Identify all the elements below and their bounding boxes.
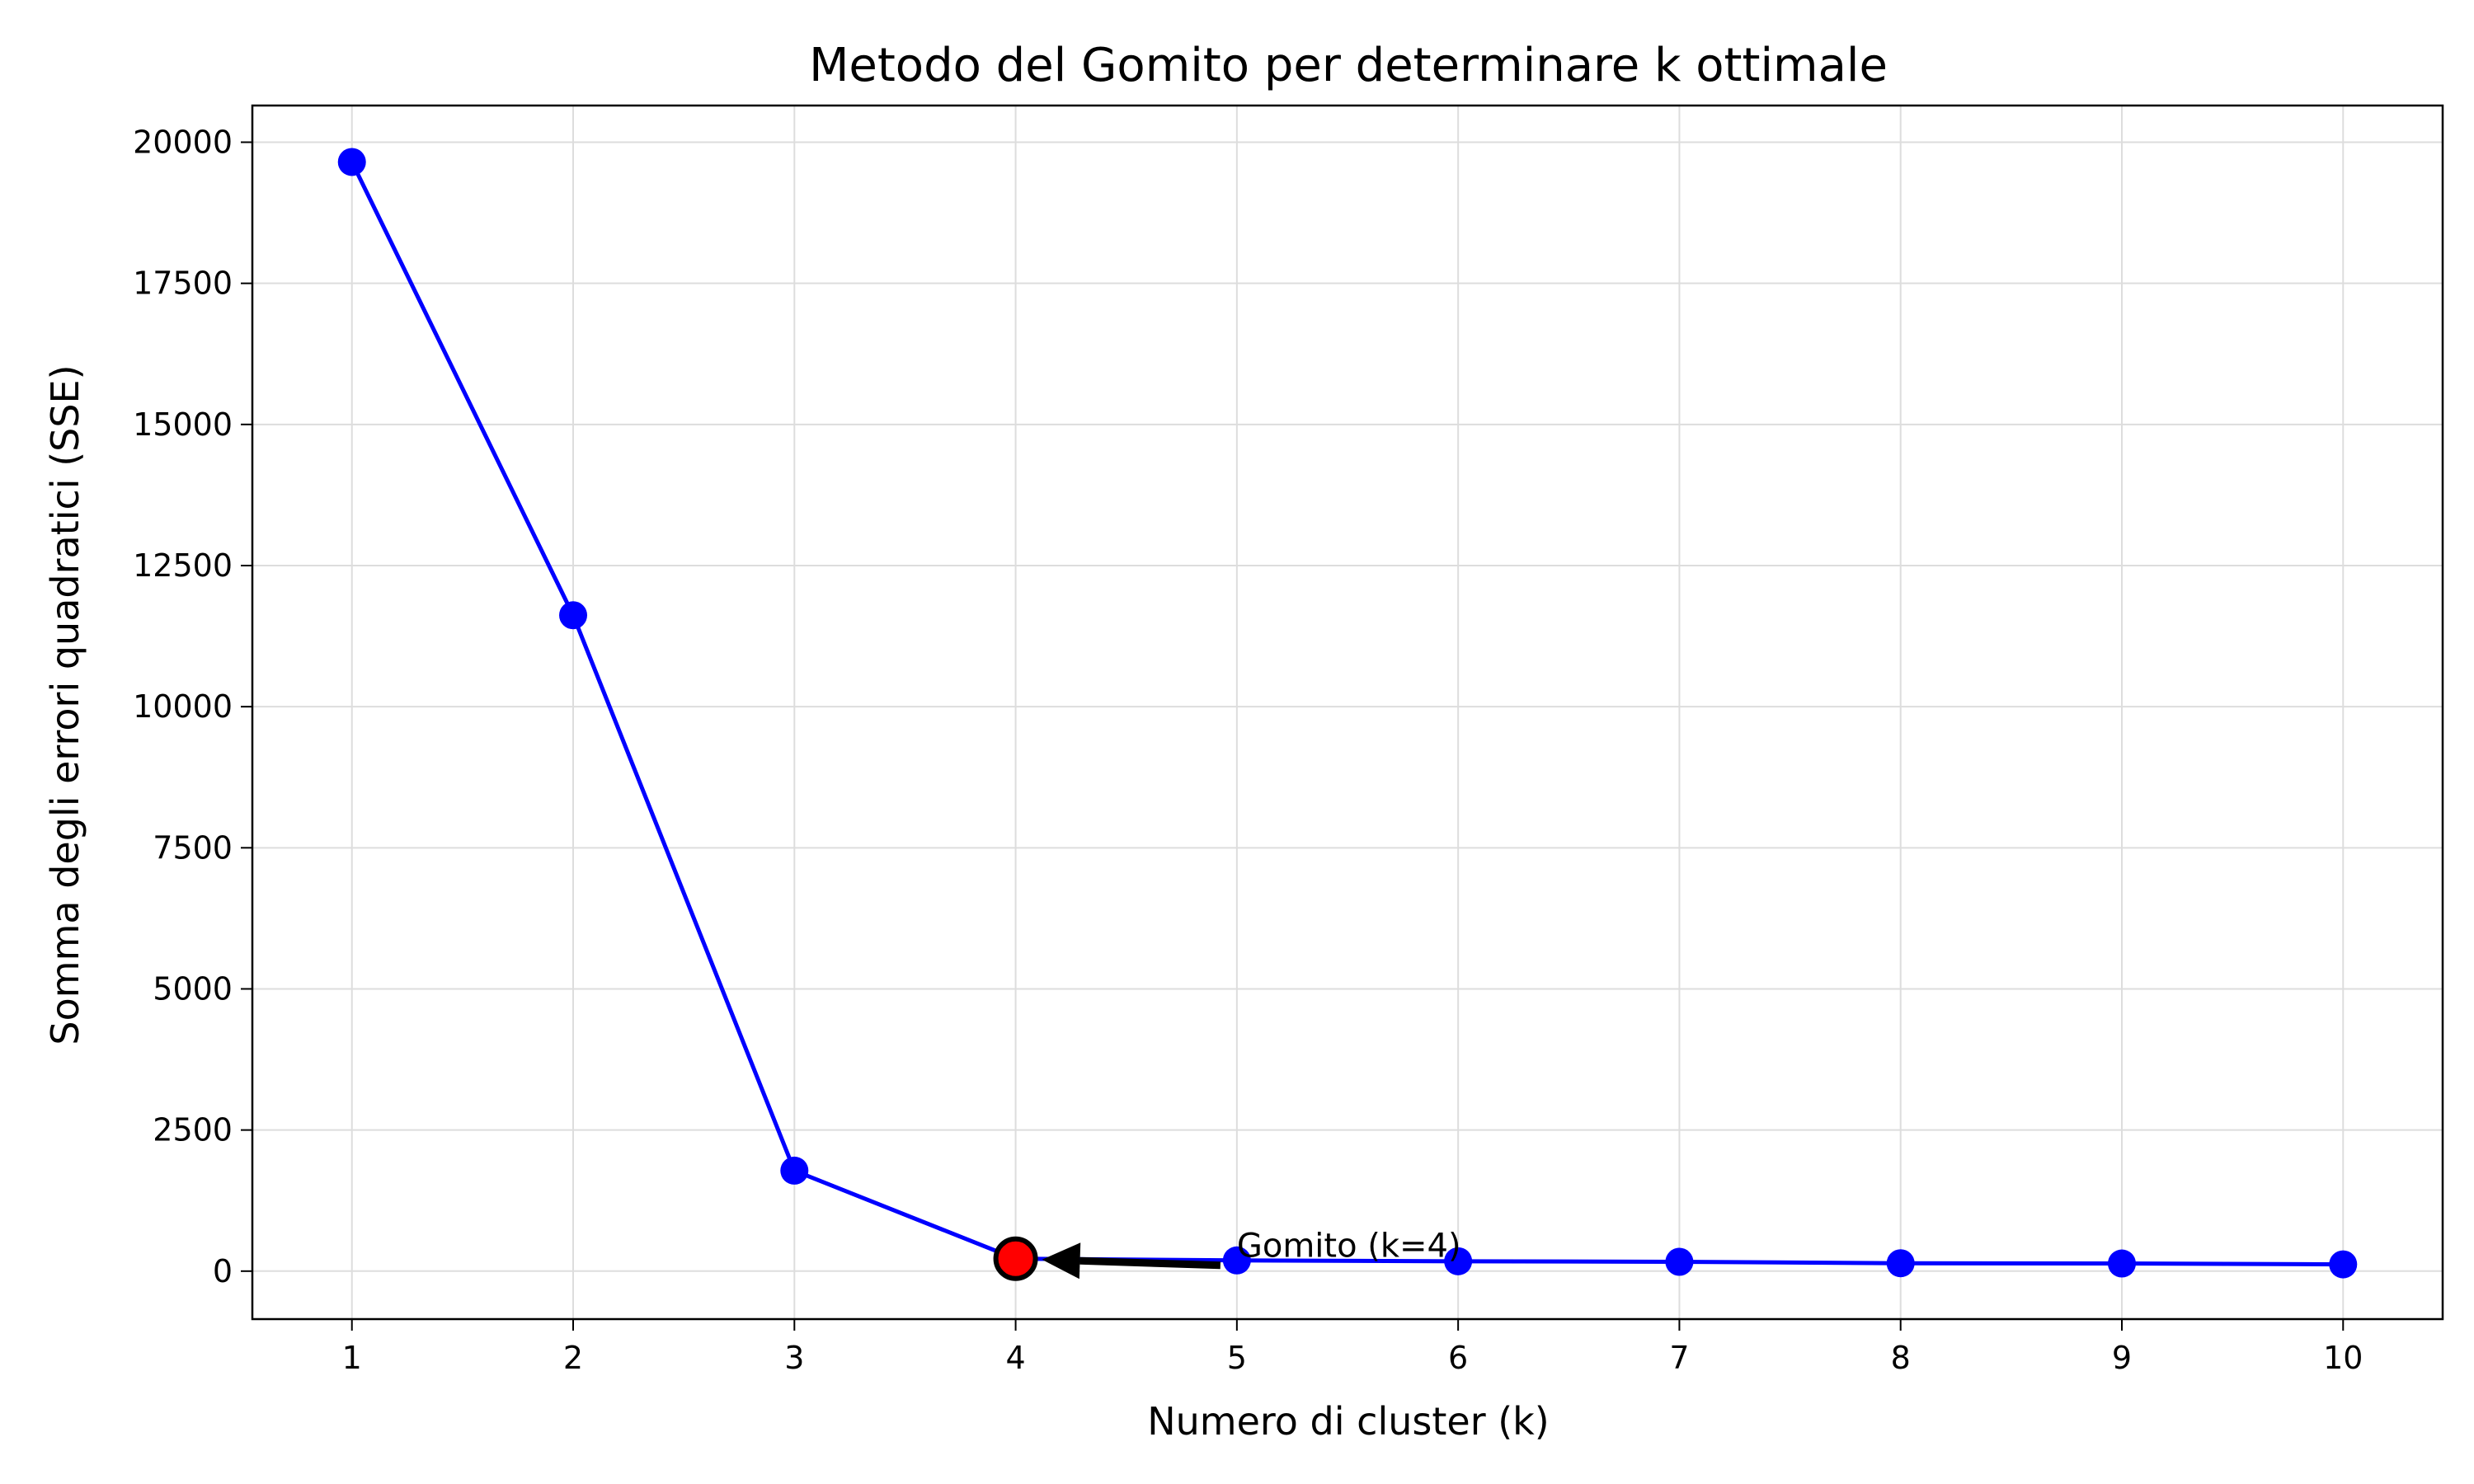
x-tick-label: 9 [2112,1340,2132,1376]
x-tick-label: 10 [2323,1340,2363,1376]
x-tick-label: 5 [1227,1340,1247,1376]
x-axis-label: Numero di cluster (k) [1147,1399,1550,1444]
x-tick-label: 7 [1669,1340,1689,1376]
chart-title: Metodo del Gomito per determinare k otti… [809,39,1888,92]
annotation-arrowhead [1042,1242,1081,1280]
sse-data-point [2329,1250,2358,1279]
y-tick-label: 7500 [153,829,233,866]
plot-frame [251,104,2444,1321]
series-layer [337,148,2358,1281]
axes: 1 2 3 4 5 6 7 8 9 10 0 2500 5000 7500 10000 12500 15000 1… [133,104,2444,1376]
elbow-highlight-point [993,1236,1038,1281]
annotation-layer: Gomito (k=4) [1042,1228,1461,1280]
y-tick-label: 15000 [133,406,233,443]
sse-data-point [1444,1247,1473,1275]
elbow-annotation-text: Gomito (k=4) [1237,1228,1461,1266]
y-tick-label: 12500 [133,547,233,584]
y-axis-label: Somma degli errori quadratici (SSE) [43,364,87,1045]
y-tick-label: 0 [213,1253,233,1289]
y-tick-label: 17500 [133,265,233,302]
sse-data-point [337,148,366,176]
x-tick-label: 4 [1005,1340,1025,1376]
annotation-arrow-shaft [1079,1256,1221,1270]
sse-data-point [1886,1249,1915,1278]
x-tick-label: 1 [342,1340,362,1376]
sse-data-point [1222,1246,1251,1275]
x-tick-label: 6 [1448,1340,1468,1376]
sse-data-point [2107,1249,2136,1278]
y-tick-label: 10000 [133,688,233,725]
x-tick-label: 2 [563,1340,583,1376]
y-tick-label: 20000 [133,124,233,161]
sse-data-point [559,601,588,630]
sse-series-line [350,161,2344,1267]
y-tick-label: 5000 [153,970,233,1007]
y-tick-label: 2500 [153,1112,233,1148]
sse-data-point [1665,1247,1694,1276]
x-tick-label: 3 [784,1340,804,1376]
sse-data-point [780,1156,809,1185]
grid [252,106,2443,1319]
x-tick-label: 8 [1891,1340,1911,1376]
